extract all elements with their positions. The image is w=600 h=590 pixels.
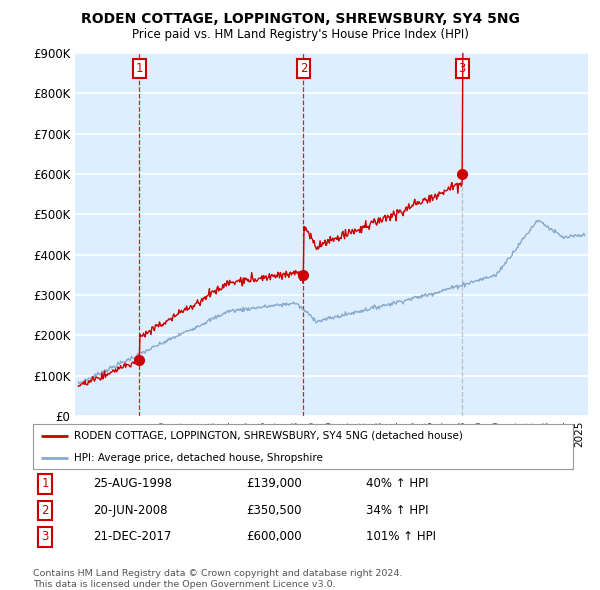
- Text: 34% ↑ HPI: 34% ↑ HPI: [366, 504, 428, 517]
- Text: £600,000: £600,000: [246, 530, 302, 543]
- Text: 40% ↑ HPI: 40% ↑ HPI: [366, 477, 428, 490]
- Text: 3: 3: [41, 530, 49, 543]
- Text: 21-DEC-2017: 21-DEC-2017: [93, 530, 172, 543]
- Text: RODEN COTTAGE, LOPPINGTON, SHREWSBURY, SY4 5NG: RODEN COTTAGE, LOPPINGTON, SHREWSBURY, S…: [80, 12, 520, 26]
- Text: 101% ↑ HPI: 101% ↑ HPI: [366, 530, 436, 543]
- Text: 2: 2: [41, 504, 49, 517]
- Text: 3: 3: [458, 62, 466, 75]
- Text: 1: 1: [136, 62, 143, 75]
- Text: £139,000: £139,000: [246, 477, 302, 490]
- Text: 20-JUN-2008: 20-JUN-2008: [93, 504, 167, 517]
- Text: HPI: Average price, detached house, Shropshire: HPI: Average price, detached house, Shro…: [74, 453, 322, 463]
- Text: 1: 1: [41, 477, 49, 490]
- Text: Price paid vs. HM Land Registry's House Price Index (HPI): Price paid vs. HM Land Registry's House …: [131, 28, 469, 41]
- Text: RODEN COTTAGE, LOPPINGTON, SHREWSBURY, SY4 5NG (detached house): RODEN COTTAGE, LOPPINGTON, SHREWSBURY, S…: [74, 431, 463, 441]
- Text: 25-AUG-1998: 25-AUG-1998: [93, 477, 172, 490]
- Text: 2: 2: [299, 62, 307, 75]
- Text: Contains HM Land Registry data © Crown copyright and database right 2024.
This d: Contains HM Land Registry data © Crown c…: [33, 569, 403, 589]
- Text: £350,500: £350,500: [246, 504, 302, 517]
